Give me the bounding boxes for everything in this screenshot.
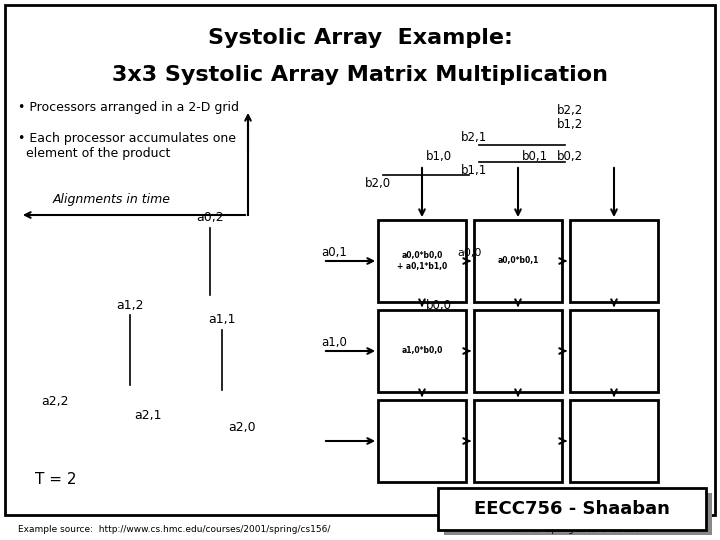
Text: a0,0: a0,0 (458, 248, 482, 258)
Text: a0,1: a0,1 (321, 246, 347, 259)
Bar (378, 220, 466, 302)
Text: b1,1: b1,1 (461, 164, 487, 177)
Text: T = 2: T = 2 (35, 472, 76, 488)
Bar (474, 220, 562, 302)
Text: Systolic Array  Example:: Systolic Array Example: (207, 28, 513, 48)
Bar (378, 400, 466, 482)
Text: b2,0: b2,0 (365, 177, 391, 190)
Text: a1,0*b0,0: a1,0*b0,0 (401, 347, 443, 355)
Text: a1,0: a1,0 (321, 336, 347, 349)
Text: Example source:  http://www.cs.hmc.edu/courses/2001/spring/cs156/: Example source: http://www.cs.hmc.edu/co… (18, 525, 330, 535)
Text: a2,1: a2,1 (134, 408, 162, 422)
Bar (570, 220, 658, 302)
Bar (570, 400, 658, 482)
Text: a0,0*b0,1: a0,0*b0,1 (498, 256, 539, 266)
Text: • Processors arranged in a 2-D grid: • Processors arranged in a 2-D grid (18, 102, 239, 114)
Text: EECC756 - Shaaban: EECC756 - Shaaban (474, 500, 670, 518)
Bar (444, 493, 712, 535)
Text: a2,0: a2,0 (228, 422, 256, 435)
Text: b2,1: b2,1 (461, 131, 487, 144)
Bar (570, 310, 658, 392)
Text: b1,0: b1,0 (426, 150, 452, 163)
Text: Alignments in time: Alignments in time (53, 193, 171, 206)
Text: b1,2: b1,2 (557, 118, 583, 131)
Text: 3x3 Systolic Array Matrix Multiplication: 3x3 Systolic Array Matrix Multiplication (112, 65, 608, 85)
Bar (438, 488, 706, 530)
Text: b0,2: b0,2 (557, 150, 583, 163)
Text: • Each processor accumulates one
  element of the product: • Each processor accumulates one element… (18, 132, 236, 160)
Bar (378, 310, 466, 392)
Text: a1,1: a1,1 (208, 314, 235, 327)
Text: a1,2: a1,2 (116, 299, 144, 312)
Text: a0,0*b0,0
+ a0,1*b1,0: a0,0*b0,0 + a0,1*b1,0 (397, 251, 447, 271)
Text: b2,2: b2,2 (557, 104, 583, 117)
Text: a0,2: a0,2 (196, 212, 224, 225)
Text: b0,1: b0,1 (522, 150, 548, 163)
Bar (474, 310, 562, 392)
Text: b0,0: b0,0 (426, 300, 452, 313)
Text: a2,2: a2,2 (41, 395, 68, 408)
Bar (474, 400, 562, 482)
Text: # lec # 1   Spring 2008  3-11-2008: # lec # 1 Spring 2008 3-11-2008 (499, 525, 645, 535)
